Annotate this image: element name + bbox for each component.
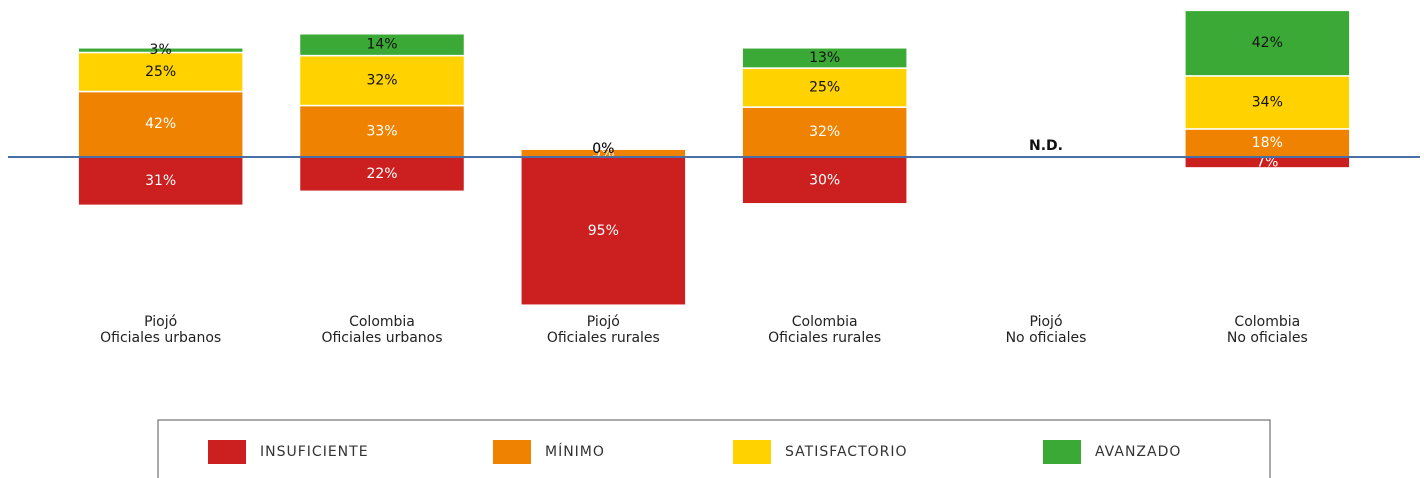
legend-swatch	[733, 440, 771, 464]
value-label: 42%	[1252, 35, 1283, 51]
bar-segment	[741, 106, 908, 158]
bar-segment	[77, 47, 244, 54]
bar-segment	[741, 67, 908, 108]
value-label: 34%	[1252, 94, 1283, 110]
x-tick-label: Oficiales urbanos	[100, 330, 221, 346]
value-label: 13%	[809, 50, 840, 66]
bar-segment	[741, 47, 908, 69]
value-label: 3%	[150, 42, 172, 58]
bar-segment	[298, 33, 466, 57]
x-tick-label: No oficiales	[1227, 330, 1308, 346]
value-label: 42%	[145, 116, 176, 132]
legend-label: MÍNIMO	[545, 443, 605, 460]
bar-segment	[520, 156, 687, 306]
x-tick-label: Piojó	[1029, 314, 1062, 330]
x-tick-label: Oficiales rurales	[768, 330, 881, 346]
value-label: 22%	[366, 166, 397, 182]
legend-label: AVANZADO	[1095, 444, 1181, 460]
value-label: 31%	[145, 173, 176, 189]
bar-segment	[298, 54, 466, 107]
value-label: 25%	[145, 64, 176, 80]
value-label: 95%	[588, 223, 619, 239]
bar-segment	[77, 156, 244, 207]
legend-swatch	[1043, 440, 1081, 464]
value-label: 0%	[592, 141, 614, 157]
value-label: 7%	[1256, 154, 1278, 170]
legend-swatch	[493, 440, 531, 464]
bar-segment	[1184, 75, 1351, 130]
x-tick-label: Colombia	[792, 314, 858, 330]
x-tick-label: Piojó	[587, 314, 620, 330]
bar-segment	[1184, 9, 1351, 77]
legend-label: INSUFICIENTE	[260, 444, 369, 460]
value-label: 33%	[366, 123, 397, 139]
value-label: 32%	[366, 73, 397, 89]
value-label: 25%	[809, 80, 840, 96]
bar-segment	[77, 90, 244, 158]
x-tick-label: Colombia	[1234, 314, 1300, 330]
x-tick-label: Piojó	[144, 314, 177, 330]
bar-segment	[741, 156, 908, 205]
annotation: N.D.	[1029, 138, 1063, 154]
x-tick-label: Oficiales rurales	[547, 330, 660, 346]
x-tick-label: Oficiales urbanos	[321, 330, 442, 346]
x-tick-label: No oficiales	[1006, 330, 1087, 346]
bar-segment	[298, 156, 466, 193]
value-label: 30%	[809, 172, 840, 188]
x-tick-label: Colombia	[349, 314, 415, 330]
legend-label: SATISFACTORIO	[785, 444, 908, 460]
value-label: 18%	[1252, 135, 1283, 151]
value-label: 14%	[366, 37, 397, 53]
legend-swatch	[208, 440, 246, 464]
value-label: 0%	[592, 141, 614, 157]
value-label: 32%	[809, 124, 840, 140]
legend-box	[157, 419, 1271, 478]
